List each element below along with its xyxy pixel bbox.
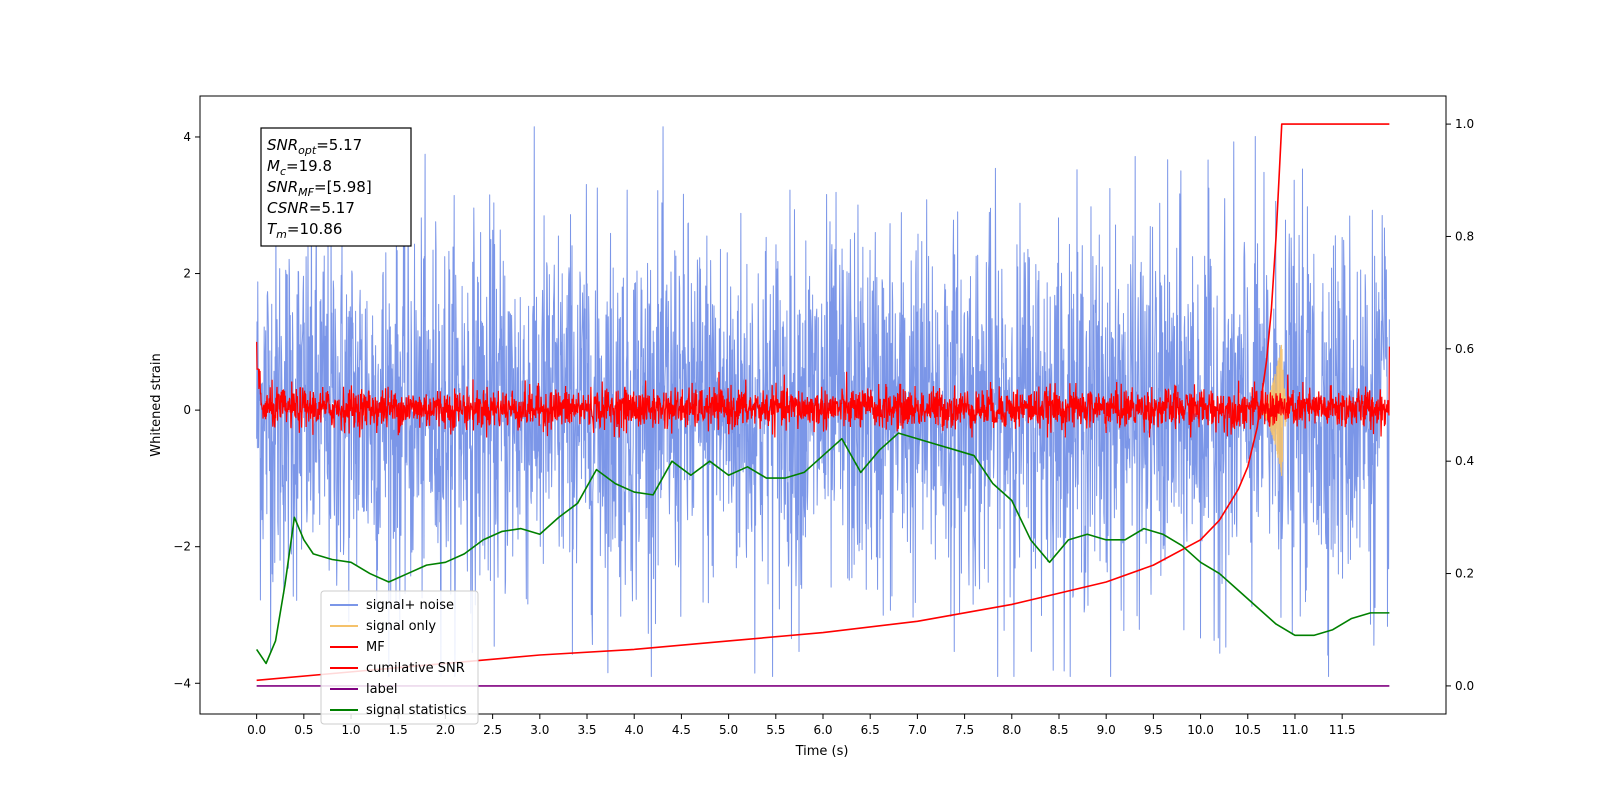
y2-tick-label: 1.0 [1455, 117, 1474, 131]
annotation-line: Mc=19.8 [267, 157, 332, 178]
y2-tick-label: 0.4 [1455, 454, 1474, 468]
y-axis-label: Whitened strain [149, 353, 164, 456]
y2-tick-label: 0.0 [1455, 679, 1474, 693]
y-tick-label: −2 [173, 540, 191, 554]
x-tick-label: 2.0 [436, 723, 455, 737]
x-axis-label: Time (s) [795, 744, 849, 759]
series-mf [256, 341, 1390, 438]
annotation-line: SNRMF=[5.98] [267, 178, 372, 199]
x-tick-label: 5.0 [719, 723, 738, 737]
y2-tick-label: 0.8 [1455, 229, 1474, 243]
y-tick-label: 0 [183, 403, 191, 417]
annotation-line: SNRopt=5.17 [267, 136, 362, 157]
x-tick-label: 2.5 [483, 723, 502, 737]
x-tick-label: 0.5 [294, 723, 313, 737]
x-tick-label: 9.5 [1144, 723, 1163, 737]
x-tick-label: 7.0 [908, 723, 927, 737]
x-tick-label: 6.0 [813, 723, 832, 737]
x-axis: 0.0 0.5 1.0 1.5 2.0 2.5 3.0 3.5 4.0 4.5 5.0 5.5 6.0 6… [247, 714, 1356, 737]
y2-tick-label: 0.2 [1455, 567, 1474, 581]
legend: signal+ noise signal only MF cumilative SNR… [320, 590, 479, 725]
x-tick-label: 4.0 [625, 723, 644, 737]
x-tick-label: 10.0 [1187, 723, 1214, 737]
annotation-line: Tm=10.86 [267, 220, 342, 241]
legend-label: label [366, 682, 397, 697]
x-tick-label: 3.0 [530, 723, 549, 737]
x-tick-label: 6.5 [861, 723, 880, 737]
x-tick-label: 10.5 [1234, 723, 1261, 737]
y-tick-label: 2 [183, 267, 191, 281]
x-tick-label: 3.5 [577, 723, 596, 737]
x-tick-label: 1.5 [389, 723, 408, 737]
legend-label: signal statistics [366, 703, 467, 718]
x-tick-label: 0.0 [247, 723, 266, 737]
series-signal-statistics [255, 432, 1390, 665]
series-layer [255, 123, 1390, 687]
x-tick-label: 1.0 [341, 723, 360, 737]
y-tick-label: −4 [173, 676, 191, 690]
x-tick-label: 4.5 [672, 723, 691, 737]
series-signal-noise [256, 126, 1390, 677]
x-tick-label: 7.5 [955, 723, 974, 737]
y-tick-label: 4 [183, 130, 191, 144]
y2-tick-label: 0.6 [1455, 342, 1474, 356]
y-axis-left: 4 2 0 −2 −4 [173, 130, 200, 690]
y-axis-right: 1.0 0.8 0.6 0.4 0.2 0.0 [1446, 117, 1474, 693]
annotation-line: CSNR=5.17 [267, 199, 355, 217]
legend-label: signal+ noise [366, 598, 454, 613]
x-tick-label: 11.0 [1282, 723, 1309, 737]
x-tick-label: 8.5 [1049, 723, 1068, 737]
x-tick-label: 11.5 [1329, 723, 1356, 737]
x-tick-label: 5.5 [766, 723, 785, 737]
x-tick-label: 9.0 [1097, 723, 1116, 737]
legend-label: MF [366, 640, 385, 655]
series-cumulative-snr [256, 123, 1390, 682]
x-tick-label: 8.0 [1002, 723, 1021, 737]
legend-label: signal only [366, 619, 436, 634]
legend-label: cumilative SNR [366, 661, 465, 676]
